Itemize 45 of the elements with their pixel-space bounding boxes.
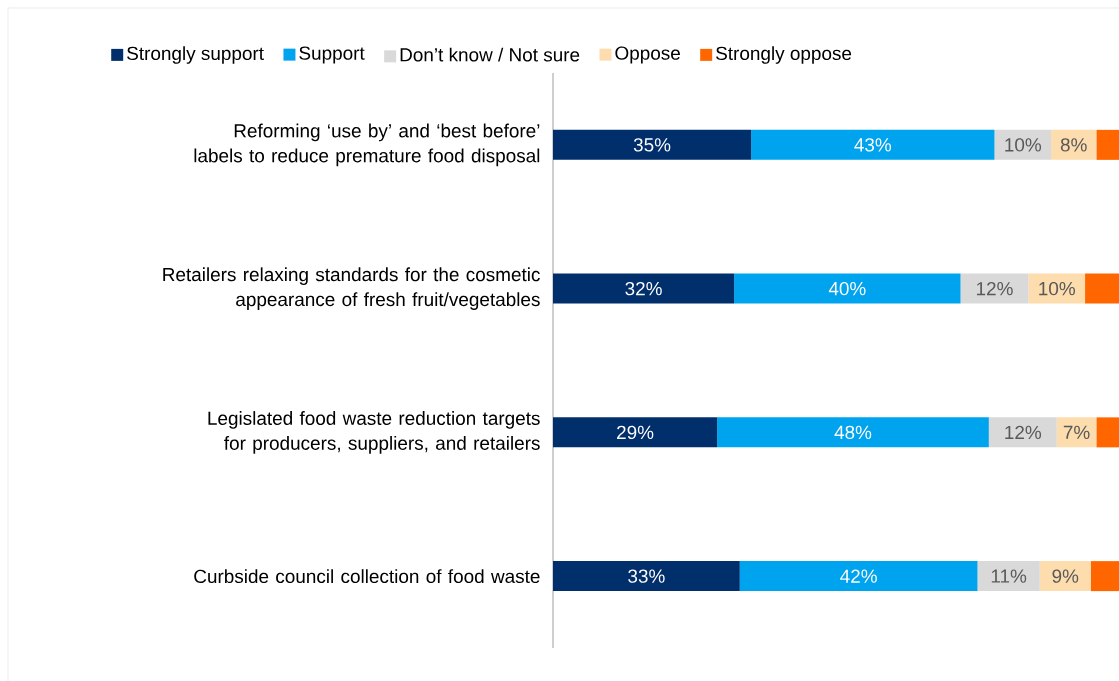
data-label: 11% [991,569,1027,583]
data-label: 12% [976,281,1013,296]
y-tick-label: Curbside council collection of food waste [194,569,540,584]
data-label: 7% [1063,425,1090,439]
bar [739,561,978,592]
bar [1039,561,1091,592]
data-label: 10% [1039,281,1075,296]
data-label: 33% [628,569,665,583]
bar [1096,417,1119,448]
bar [553,273,735,304]
data-label: 8% [1060,138,1087,152]
data-label: 9% [1052,569,1079,583]
bar [1090,561,1119,592]
bar [751,129,995,160]
bar [734,273,961,304]
data-label: 48% [834,425,872,440]
data-label: 35% [633,138,671,152]
data-label: 42% [840,569,877,583]
bar [553,129,752,160]
bar [717,417,989,448]
bar [977,561,1040,592]
bar [994,129,1052,160]
bar [1051,129,1097,160]
legend-label: Don’t know / Not sure [400,47,580,62]
data-label: 43% [854,138,892,152]
y-tick-label: Retailers relaxing standards for the cosmetic appearance of fresh fruit/vegetables [163,267,540,310]
data-label: 40% [828,281,866,296]
bar [960,273,1029,304]
bar [1085,273,1119,304]
bar [1056,417,1097,448]
legend-label: Strongly support [127,46,264,64]
bar [553,561,740,592]
data-label: 29% [617,425,654,440]
legend-label: Support [299,46,365,64]
y-tick-label: Reforming ‘use by’ and ‘best before’ labels to reduce premature food disposal [194,123,540,167]
legend-label: Oppose [615,46,680,64]
bar [988,417,1057,448]
data-label: 32% [625,281,662,296]
legend-label: Strongly oppose [716,46,852,64]
bar [1096,129,1119,160]
data-label: 10% [1005,138,1042,152]
data-label: 12% [1005,425,1042,440]
y-tick-label: Legislated food waste reduction targets for producers, suppliers, and retailers [208,411,540,454]
bar [1028,273,1086,304]
bar [553,417,718,448]
